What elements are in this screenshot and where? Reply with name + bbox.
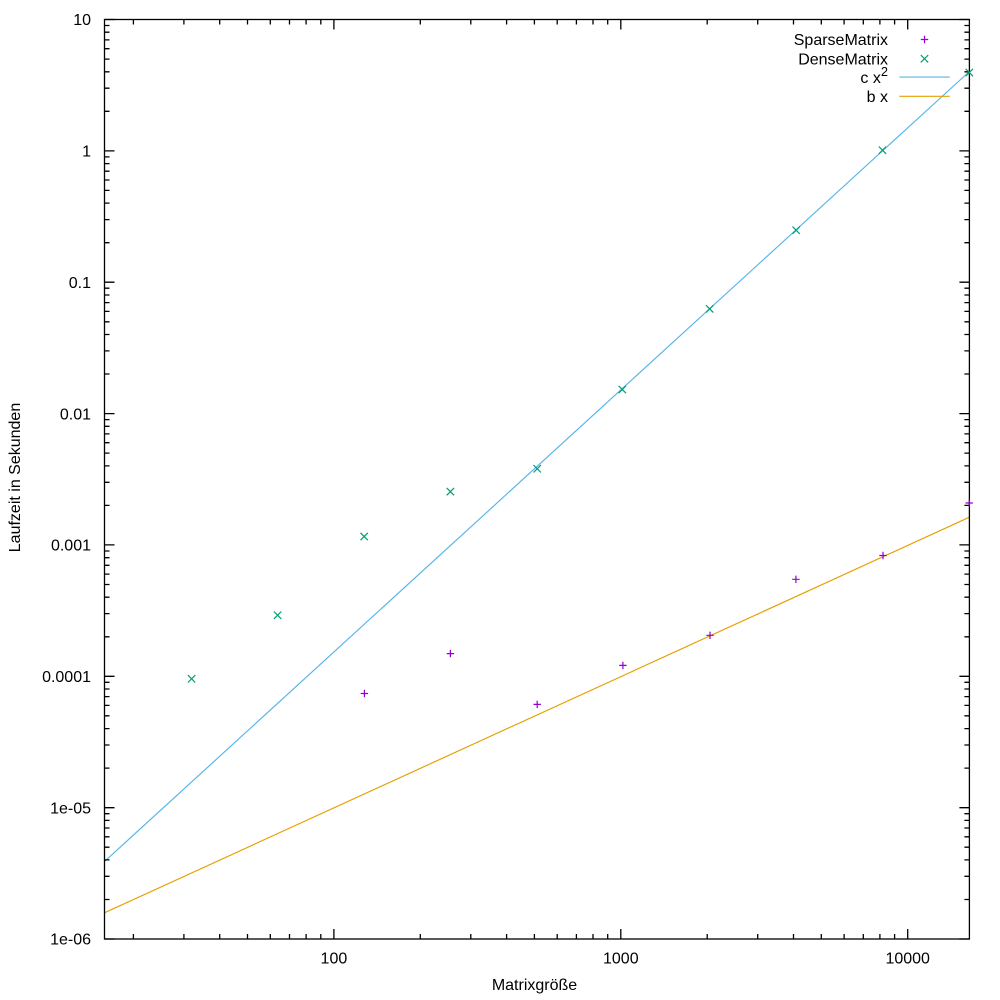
svg-text:1: 1 <box>82 144 91 161</box>
svg-text:Laufzeit in Sekunden: Laufzeit in Sekunden <box>7 403 24 552</box>
svg-text:1e-05: 1e-05 <box>50 800 91 817</box>
svg-text:10: 10 <box>73 12 91 29</box>
svg-text:DenseMatrix: DenseMatrix <box>798 51 888 68</box>
svg-text:0.01: 0.01 <box>60 406 91 423</box>
svg-text:0.1: 0.1 <box>69 275 91 292</box>
svg-text:100: 100 <box>321 951 348 968</box>
svg-text:1e-06: 1e-06 <box>50 932 91 949</box>
svg-text:b x: b x <box>867 89 888 106</box>
svg-text:Matrixgröße: Matrixgröße <box>492 977 577 994</box>
svg-text:1000: 1000 <box>603 951 639 968</box>
svg-text:0.001: 0.001 <box>51 538 91 555</box>
svg-text:SparseMatrix: SparseMatrix <box>794 32 888 49</box>
svg-text:10000: 10000 <box>885 951 930 968</box>
svg-text:0.0001: 0.0001 <box>42 669 91 686</box>
